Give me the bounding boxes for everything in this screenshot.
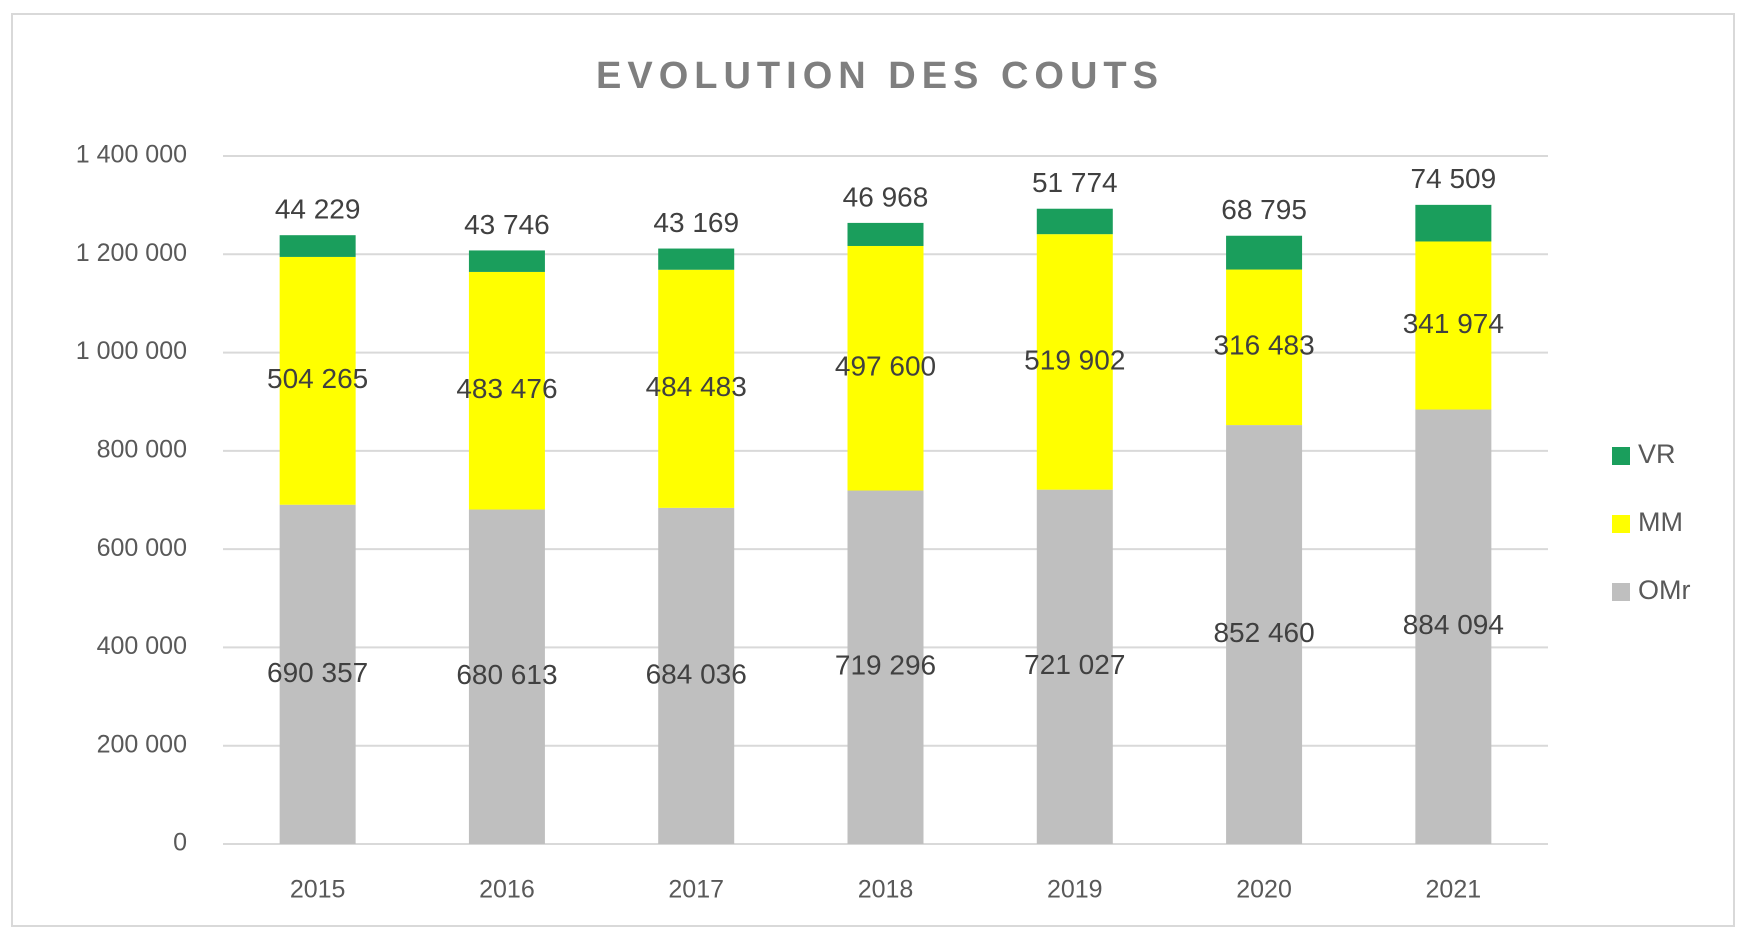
data-label: 43 169 bbox=[653, 207, 739, 238]
bar-segment bbox=[1036, 208, 1113, 235]
bar-segment bbox=[1415, 204, 1492, 242]
data-label: 504 265 bbox=[267, 363, 368, 394]
bar-segment bbox=[847, 245, 924, 491]
x-tick-label: 2017 bbox=[668, 876, 724, 904]
data-label: 852 460 bbox=[1213, 617, 1314, 648]
data-label: 484 483 bbox=[646, 371, 747, 402]
data-label: 684 036 bbox=[646, 658, 747, 689]
data-label: 483 476 bbox=[456, 373, 557, 404]
data-label: 690 357 bbox=[267, 657, 368, 688]
x-tick-label: 2016 bbox=[479, 876, 535, 904]
bar-segment bbox=[1226, 425, 1303, 844]
x-tick-label: 2019 bbox=[1047, 876, 1103, 904]
chart-title: EVOLUTION DES COUTS bbox=[596, 55, 1164, 97]
y-tick-label: 1 400 000 bbox=[76, 141, 187, 169]
data-label: 884 094 bbox=[1403, 609, 1504, 640]
x-tick-label: 2018 bbox=[858, 876, 914, 904]
data-label: 721 027 bbox=[1024, 649, 1125, 680]
bar-segment bbox=[468, 250, 545, 272]
data-label: 51 774 bbox=[1032, 167, 1118, 198]
legend-swatch bbox=[1612, 583, 1630, 601]
y-tick-label: 600 000 bbox=[97, 534, 187, 562]
bar-segment bbox=[1415, 409, 1492, 844]
y-tick-label: 1 000 000 bbox=[76, 337, 187, 365]
x-tick-label: 2015 bbox=[290, 876, 346, 904]
data-label: 497 600 bbox=[835, 351, 936, 382]
y-tick-label: 0 bbox=[173, 829, 187, 857]
legend-label: MM bbox=[1638, 507, 1683, 537]
data-label: 341 974 bbox=[1403, 308, 1504, 339]
bar-segment bbox=[279, 235, 356, 257]
bar-segment bbox=[1036, 489, 1113, 844]
legend-swatch bbox=[1612, 515, 1630, 533]
data-label: 74 509 bbox=[1411, 163, 1497, 194]
x-tick-label: 2021 bbox=[1426, 876, 1482, 904]
y-tick-label: 1 200 000 bbox=[76, 239, 187, 267]
bar-segment bbox=[468, 271, 545, 510]
bar-segment bbox=[468, 509, 545, 844]
y-tick-label: 800 000 bbox=[97, 435, 187, 463]
data-label: 44 229 bbox=[275, 194, 361, 225]
data-label: 680 613 bbox=[456, 659, 557, 690]
legend-label: VR bbox=[1638, 439, 1676, 469]
bar-segment bbox=[658, 248, 735, 270]
data-label: 46 968 bbox=[843, 181, 929, 212]
legend-swatch bbox=[1612, 447, 1630, 465]
bar-segment bbox=[279, 256, 356, 505]
legend-label: OMr bbox=[1638, 575, 1690, 605]
data-label: 43 746 bbox=[464, 209, 550, 240]
data-label: 68 795 bbox=[1221, 194, 1307, 225]
bar-segment bbox=[847, 222, 924, 246]
bar-segment bbox=[1415, 241, 1492, 410]
bar-segment bbox=[847, 490, 924, 844]
bar-segment bbox=[279, 504, 356, 844]
data-label: 316 483 bbox=[1213, 330, 1314, 361]
data-label: 719 296 bbox=[835, 650, 936, 681]
bar-segment bbox=[1226, 235, 1303, 270]
bar-segment bbox=[658, 269, 735, 508]
y-tick-label: 200 000 bbox=[97, 730, 187, 758]
y-tick-label: 400 000 bbox=[97, 632, 187, 660]
bar-segment bbox=[1036, 234, 1113, 490]
bar-segment bbox=[1226, 269, 1303, 426]
x-tick-label: 2020 bbox=[1236, 876, 1292, 904]
data-label: 519 902 bbox=[1024, 344, 1125, 375]
bar-segment bbox=[658, 507, 735, 844]
